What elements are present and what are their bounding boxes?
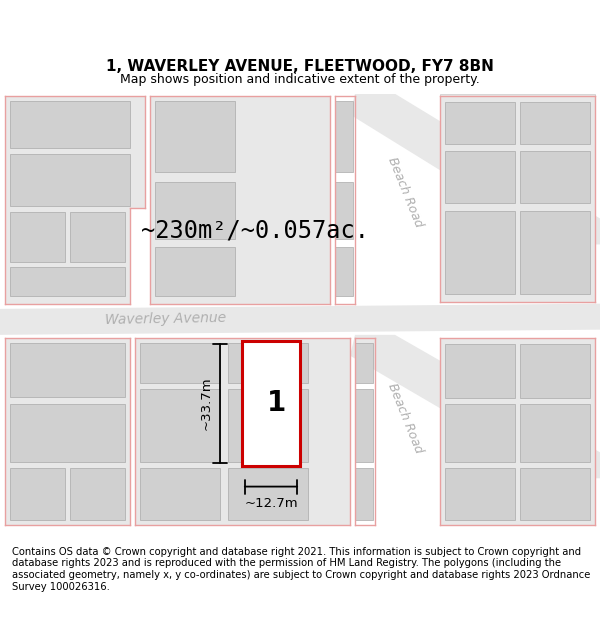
Text: Waverley Avenue: Waverley Avenue <box>104 311 226 328</box>
Bar <box>520 102 590 144</box>
Text: 1, WAVERLEY AVENUE, FLEETWOOD, FY7 8BN: 1, WAVERLEY AVENUE, FLEETWOOD, FY7 8BN <box>106 59 494 74</box>
Bar <box>335 246 353 296</box>
Bar <box>520 468 590 520</box>
Bar <box>10 213 65 262</box>
Polygon shape <box>150 96 330 304</box>
Bar <box>140 343 220 382</box>
Bar <box>10 154 130 206</box>
Text: ~12.7m: ~12.7m <box>244 497 298 510</box>
Bar <box>355 468 373 520</box>
Bar <box>445 404 515 462</box>
Bar <box>228 468 308 520</box>
Bar <box>520 211 590 294</box>
Bar <box>10 101 130 148</box>
Bar <box>445 468 515 520</box>
Bar <box>355 389 373 462</box>
Bar <box>10 268 125 296</box>
Text: 1: 1 <box>266 389 286 418</box>
Bar <box>228 343 308 382</box>
Bar <box>155 182 235 239</box>
Text: Beach Road: Beach Road <box>385 381 425 455</box>
Polygon shape <box>135 338 350 525</box>
Polygon shape <box>440 338 595 525</box>
Polygon shape <box>440 94 595 302</box>
Polygon shape <box>5 338 130 525</box>
Bar <box>445 211 515 294</box>
Bar <box>155 101 235 172</box>
Bar <box>140 468 220 520</box>
Bar <box>520 344 590 398</box>
Text: Map shows position and indicative extent of the property.: Map shows position and indicative extent… <box>120 74 480 86</box>
Polygon shape <box>0 304 600 335</box>
Text: Contains OS data © Crown copyright and database right 2021. This information is : Contains OS data © Crown copyright and d… <box>12 547 590 592</box>
Bar <box>155 246 235 296</box>
Polygon shape <box>350 94 600 244</box>
Bar <box>445 102 515 144</box>
Bar <box>228 389 308 462</box>
Bar <box>335 182 353 239</box>
Bar <box>10 404 125 462</box>
Bar <box>355 343 373 382</box>
Bar <box>520 404 590 462</box>
Polygon shape <box>5 96 145 304</box>
Text: Beach Road: Beach Road <box>385 156 425 229</box>
Bar <box>10 343 125 398</box>
Text: ~230m²/~0.057ac.: ~230m²/~0.057ac. <box>141 219 369 243</box>
Bar <box>242 341 300 466</box>
Bar <box>70 468 125 520</box>
Text: ~33.7m: ~33.7m <box>199 377 212 430</box>
Bar <box>140 389 220 462</box>
Bar <box>445 344 515 398</box>
Bar <box>70 213 125 262</box>
Bar <box>335 101 353 172</box>
Bar <box>445 151 515 203</box>
Bar <box>520 151 590 203</box>
Bar <box>10 468 65 520</box>
Polygon shape <box>350 335 600 478</box>
